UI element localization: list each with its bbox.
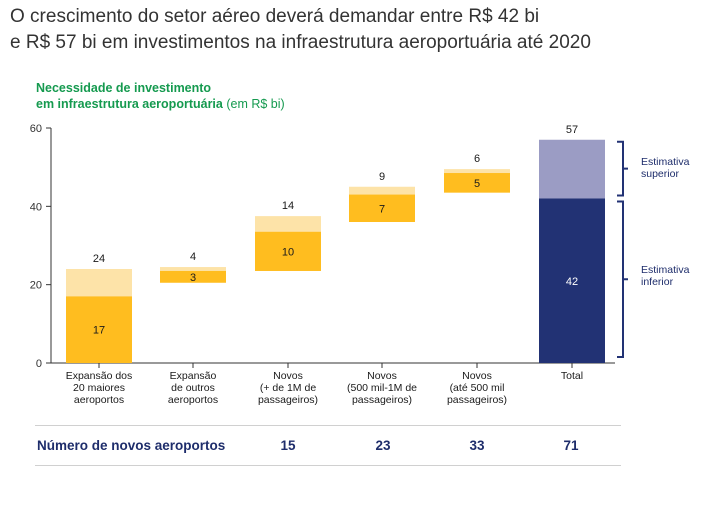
bar-lower-4 [444, 173, 510, 193]
page-title: O crescimento do setor aéreo deverá dema… [10, 4, 710, 56]
category-label-4-0: Novos [462, 370, 492, 382]
legend-bracket-upper [617, 140, 624, 197]
category-label-1-1: de outros [171, 382, 215, 394]
new-airports-value-4: 71 [563, 438, 579, 453]
data-label-lower-0: 17 [93, 325, 105, 337]
legend-label-upper-0: Estimativa [641, 156, 690, 168]
chart-subtitle: Necessidade de investimento em infraestr… [36, 80, 285, 112]
new-airports-value-3: 33 [469, 438, 485, 453]
bar-lower-3 [349, 194, 415, 222]
data-label-upper-3: 9 [379, 171, 385, 183]
data-label-lower-1: 3 [190, 272, 196, 284]
y-tick-label-0: 0 [36, 358, 42, 370]
chart-subtitle-line-2: em infraestrutura aeroportuária (em R$ b… [36, 96, 285, 112]
category-label-3-0: Novos [367, 370, 397, 382]
chart-subtitle-line-2-text: em infraestrutura aeroportuária [36, 97, 223, 111]
data-label-upper-0: 24 [93, 253, 105, 265]
y-tick-label-3: 60 [30, 123, 42, 135]
data-label-lower-5: 42 [566, 276, 578, 288]
bar-lower-1 [160, 270, 226, 283]
divider-top [35, 425, 621, 426]
title-line-1: O crescimento do setor aéreo deverá dema… [10, 6, 540, 27]
category-label-3-1: (500 mil-1M de [347, 382, 417, 394]
data-label-lower-2: 10 [282, 246, 294, 258]
y-tick-label-1: 20 [30, 280, 42, 292]
legend-bracket-lower [617, 200, 624, 358]
data-label-lower-4: 5 [474, 178, 480, 190]
category-label-3-2: passageiros) [352, 394, 412, 406]
chart-subtitle-unit: (em R$ bi) [226, 97, 285, 111]
data-label-upper-5: 57 [566, 124, 578, 136]
category-label-1-0: Expansão [170, 370, 217, 382]
bar-lower-5 [539, 198, 605, 363]
data-label-lower-3: 7 [379, 203, 385, 215]
title-line-2: e R$ 57 bi em investimentos na infraestr… [10, 32, 591, 53]
divider-bottom [35, 465, 621, 466]
legend-label-upper-1: superior [641, 168, 679, 180]
data-label-upper-2: 14 [282, 200, 294, 212]
new-airports-value-1: 15 [280, 438, 296, 453]
legend-label-lower-0: Estimativa [641, 264, 690, 276]
category-label-2-1: (+ de 1M de [260, 382, 316, 394]
new-airports-label: Número de novos aeroportos [37, 438, 226, 453]
category-label-0-0: Expansão dos [66, 370, 133, 382]
new-airports-value-2: 23 [375, 438, 391, 453]
bar-lower-2 [255, 231, 321, 271]
category-label-4-1: (até 500 mil [450, 382, 505, 394]
legend-label-lower-1: inferior [641, 276, 674, 288]
category-label-2-2: passageiros) [258, 394, 318, 406]
data-label-upper-4: 6 [474, 153, 480, 165]
y-tick-label-2: 40 [30, 201, 42, 213]
bar-lower-0 [66, 296, 132, 363]
category-label-0-2: aeroportos [74, 394, 124, 406]
category-label-2-0: Novos [273, 370, 303, 382]
category-label-5-0: Total [561, 370, 583, 382]
category-label-0-1: 20 maiores [73, 382, 125, 394]
category-label-1-2: aeroportos [168, 394, 218, 406]
category-label-4-2: passageiros) [447, 394, 507, 406]
chart-subtitle-line-1: Necessidade de investimento [36, 81, 212, 95]
data-label-upper-1: 4 [190, 251, 196, 263]
